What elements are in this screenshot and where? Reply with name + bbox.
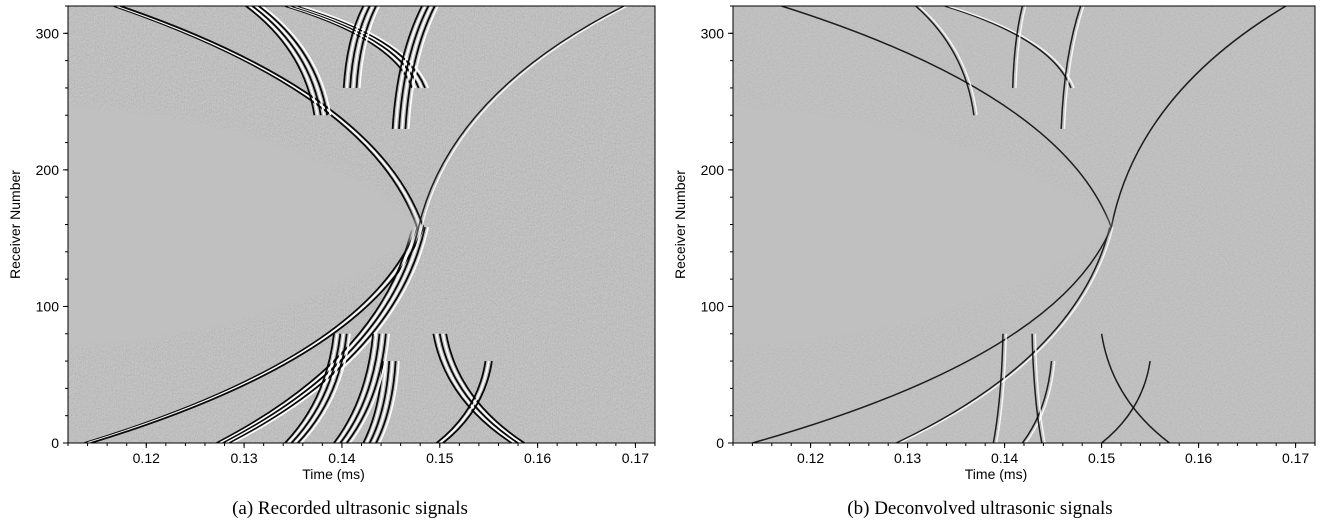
x-axis-label: Time (ms) bbox=[302, 466, 364, 482]
wavefront-10 bbox=[1031, 333, 1046, 443]
wavefront-9 bbox=[1021, 360, 1056, 443]
wavefront-4 bbox=[915, 6, 978, 116]
x-tick-label: 0.12 bbox=[797, 450, 824, 466]
x-tick-label: 0.13 bbox=[894, 450, 921, 466]
heatmap-recorded-signals: 0.12 0.13 0.14 0.15 0.16 0.17 0 100 200 300 Time (… bbox=[7, 5, 656, 482]
wavefront-11 bbox=[432, 333, 525, 443]
wavefront-3 bbox=[895, 227, 1114, 443]
wavefront-8 bbox=[992, 333, 1007, 443]
x-tick-label: 0.14 bbox=[991, 450, 1018, 466]
wavefront-2 bbox=[1110, 6, 1287, 228]
y-tick-label: 200 bbox=[36, 162, 60, 178]
x-tick-label: 0.15 bbox=[426, 450, 453, 466]
caption-recorded: (a) Recorded ultrasonic signals bbox=[232, 498, 468, 519]
y-tick-label: 100 bbox=[701, 298, 725, 314]
panel-deconvolved: 0.12 0.13 0.14 0.15 0.16 0.17 0 100 200 300 Time (… bbox=[660, 0, 1320, 526]
muted-region-core bbox=[733, 108, 1106, 345]
wavefront-7 bbox=[1060, 6, 1085, 129]
wavefront-4 bbox=[245, 6, 332, 116]
muted-region-core bbox=[68, 108, 415, 345]
wavefront-5 bbox=[284, 6, 430, 89]
caption-deconvolved: (b) Deconvolved ultrasonic signals bbox=[847, 498, 1113, 519]
x-tick-label: 0.17 bbox=[1282, 450, 1309, 466]
x-tick-label: 0.14 bbox=[328, 450, 355, 466]
x-tick-label: 0.16 bbox=[1185, 450, 1212, 466]
x-axis-label: Time (ms) bbox=[965, 466, 1027, 482]
wavefront-10 bbox=[333, 333, 390, 443]
y-tick-label: 100 bbox=[36, 298, 60, 314]
y-tick-label: 0 bbox=[51, 435, 59, 451]
plot-area bbox=[68, 6, 655, 443]
y-tick-label: 200 bbox=[701, 162, 725, 178]
wavefront-11 bbox=[1100, 333, 1170, 443]
x-tick-label: 0.17 bbox=[622, 450, 649, 466]
panel-recorded: 0.12 0.13 0.14 0.15 0.16 0.17 0 100 200 300 Time (… bbox=[7, 5, 656, 519]
x-tick-label: 0.12 bbox=[133, 450, 160, 466]
x-tick-label: 0.13 bbox=[230, 450, 257, 466]
wavefront-8 bbox=[284, 333, 351, 443]
wavefront-12 bbox=[1101, 360, 1151, 443]
y-tick-label: 300 bbox=[701, 25, 725, 41]
y-tick-label: 0 bbox=[716, 435, 724, 451]
heatmap-deconvolved-signals: 0.12 0.13 0.14 0.15 0.16 0.17 0 100 200 300 Time (… bbox=[672, 5, 1316, 482]
wavefront-1 bbox=[752, 226, 1112, 443]
x-tick-label: 0.15 bbox=[1088, 450, 1115, 466]
wavefront-6 bbox=[1011, 6, 1027, 88]
wavefront-0 bbox=[781, 6, 1113, 228]
wavefront-9 bbox=[362, 361, 400, 443]
wavefront-12 bbox=[436, 360, 493, 443]
y-tick-label: 300 bbox=[36, 25, 60, 41]
x-tick-label: 0.16 bbox=[524, 450, 551, 466]
wavefront-6 bbox=[342, 6, 381, 88]
plot-area bbox=[733, 6, 1315, 443]
wavefront-7 bbox=[391, 6, 439, 129]
wavefront-2 bbox=[417, 6, 628, 228]
y-axis-label: Receiver Number bbox=[7, 170, 23, 279]
y-axis-label: Receiver Number bbox=[672, 170, 688, 279]
